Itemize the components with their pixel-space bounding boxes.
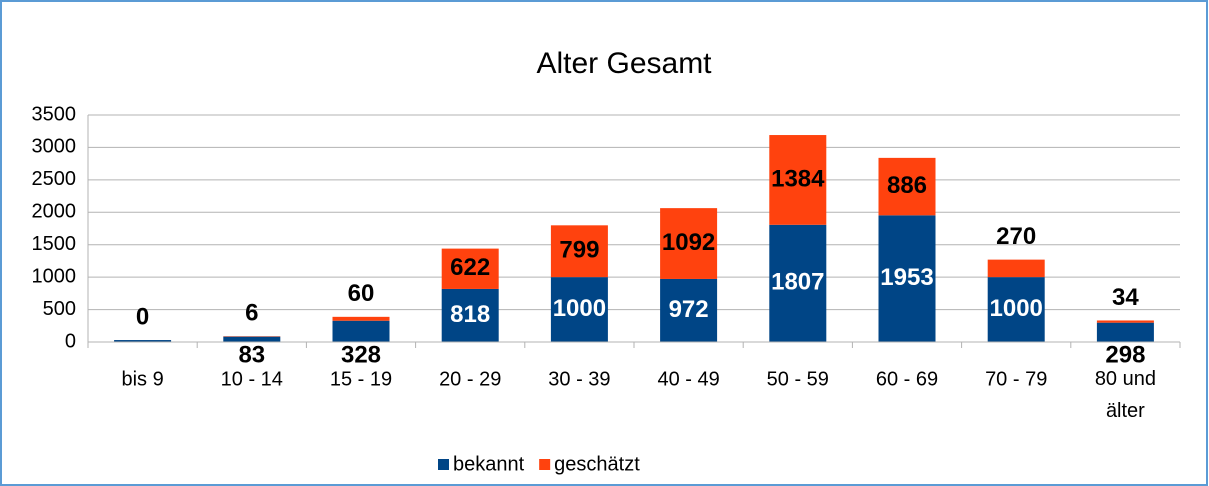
legend-label: geschätzt: [554, 453, 640, 475]
bar-segment: [441, 288, 499, 342]
x-tick-label: 70 - 79: [985, 368, 1047, 390]
x-tick-label: 10 - 14: [221, 368, 283, 390]
bar-segment: [441, 248, 499, 289]
bar-segment: [1096, 322, 1154, 342]
bar-segment: [1096, 320, 1154, 323]
data-label: 6: [245, 300, 258, 327]
x-tick-label: 80 und älter: [1095, 368, 1156, 422]
data-label: 972: [669, 296, 709, 323]
bar-segment: [223, 336, 281, 342]
bar-segment: [878, 157, 936, 216]
y-tick-label: 1500: [32, 233, 77, 255]
bar-segment: [550, 277, 608, 342]
x-tick-label: 20 - 29: [439, 368, 501, 390]
x-tick-label: 15 - 19: [330, 368, 392, 390]
y-tick-label: 3000: [32, 136, 77, 158]
bar-segment: [332, 320, 390, 342]
x-tick-label: 50 - 59: [767, 368, 829, 390]
x-tick-label-line: älter: [1106, 400, 1145, 422]
x-tick-label-line: 80 und: [1095, 368, 1156, 390]
data-label: 328: [341, 341, 381, 368]
y-tick-label: 0: [65, 330, 76, 352]
y-tick-label: 3500: [32, 103, 77, 125]
bar-segment: [332, 316, 390, 321]
bar-segment: [769, 135, 827, 225]
y-tick-label: 1000: [32, 265, 77, 287]
legend-label: bekannt: [453, 453, 525, 475]
data-label: 60: [348, 280, 375, 307]
data-label: 298: [1105, 341, 1145, 368]
data-label: 1384: [771, 165, 825, 192]
bar-segment: [660, 278, 718, 342]
data-label: 270: [996, 223, 1036, 250]
data-label: 1092: [662, 229, 715, 256]
data-label: 1953: [880, 264, 933, 291]
bar-segment: [550, 225, 608, 278]
data-label: 1000: [990, 295, 1043, 322]
x-tick-label: 30 - 39: [548, 368, 610, 390]
bar-segment: [987, 259, 1045, 278]
data-label: 1807: [771, 269, 824, 296]
y-tick-label: 2000: [32, 201, 77, 223]
bar-segment: [769, 224, 827, 342]
bar-segment: [660, 208, 718, 279]
data-label: 886: [887, 172, 927, 199]
bar-segment: [878, 215, 936, 342]
x-tick-label: bis 9: [121, 368, 163, 390]
x-tick-label: 40 - 49: [657, 368, 719, 390]
data-label: 622: [450, 254, 490, 281]
y-tick-label: 500: [43, 298, 76, 320]
y-tick-label: 2500: [32, 168, 77, 190]
legend-swatch: [539, 459, 551, 470]
bar-segment: [114, 340, 172, 342]
x-tick-label: 60 - 69: [876, 368, 938, 390]
data-label: 34: [1112, 284, 1139, 311]
bar-segment: [987, 277, 1045, 342]
chart-title: Alter Gesamt: [536, 47, 712, 80]
data-label: 83: [238, 341, 265, 368]
legend-swatch: [438, 459, 449, 470]
data-label: 1000: [553, 295, 606, 322]
data-label: 0: [136, 303, 149, 330]
data-label: 799: [559, 237, 599, 264]
data-label: 818: [450, 301, 490, 328]
